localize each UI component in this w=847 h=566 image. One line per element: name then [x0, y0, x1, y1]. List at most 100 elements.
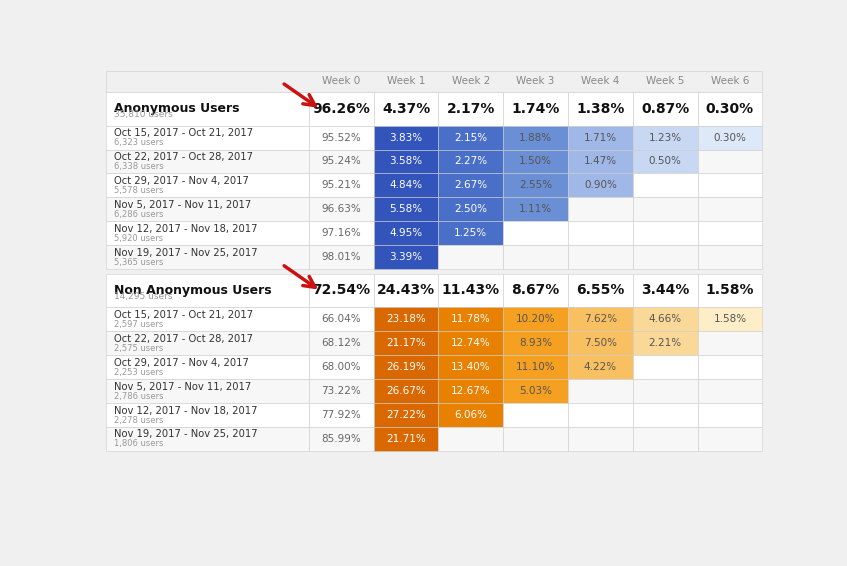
Bar [374, 198, 439, 221]
Text: 2.21%: 2.21% [649, 338, 682, 348]
Bar [439, 198, 503, 221]
Bar [374, 149, 439, 173]
Text: 3.44%: 3.44% [641, 284, 689, 298]
Bar [106, 273, 309, 307]
Bar [309, 126, 374, 149]
Text: 6,286 users: 6,286 users [113, 210, 163, 219]
Text: Oct 22, 2017 - Oct 28, 2017: Oct 22, 2017 - Oct 28, 2017 [113, 334, 252, 344]
Bar [568, 379, 633, 403]
Bar [439, 273, 503, 307]
Text: 8.67%: 8.67% [512, 284, 560, 298]
Text: 1.25%: 1.25% [454, 228, 487, 238]
Bar [106, 331, 309, 355]
Bar [698, 198, 762, 221]
Text: Nov 5, 2017 - Nov 11, 2017: Nov 5, 2017 - Nov 11, 2017 [113, 200, 251, 210]
Bar [698, 379, 762, 403]
Bar [503, 92, 568, 126]
Text: 1.47%: 1.47% [584, 156, 617, 166]
Text: 1.23%: 1.23% [649, 132, 682, 143]
Bar [698, 126, 762, 149]
Text: 4.66%: 4.66% [649, 314, 682, 324]
Bar [374, 173, 439, 198]
Bar [439, 149, 503, 173]
Bar [568, 92, 633, 126]
Bar [374, 331, 439, 355]
Bar [633, 307, 698, 331]
Text: Oct 22, 2017 - Oct 28, 2017: Oct 22, 2017 - Oct 28, 2017 [113, 152, 252, 162]
Bar [503, 331, 568, 355]
Text: 73.22%: 73.22% [321, 386, 361, 396]
Bar [698, 427, 762, 451]
Text: Oct 15, 2017 - Oct 21, 2017: Oct 15, 2017 - Oct 21, 2017 [113, 128, 252, 138]
Bar [106, 173, 309, 198]
Bar [698, 245, 762, 269]
Text: 3.58%: 3.58% [390, 156, 423, 166]
Text: 21.71%: 21.71% [386, 434, 426, 444]
Bar [698, 355, 762, 379]
Text: 12.67%: 12.67% [451, 386, 490, 396]
Bar [374, 307, 439, 331]
Text: Non Anonymous Users: Non Anonymous Users [113, 284, 271, 297]
Bar [568, 173, 633, 198]
Bar [309, 273, 374, 307]
Bar [633, 273, 698, 307]
Bar [503, 198, 568, 221]
Text: Oct 29, 2017 - Nov 4, 2017: Oct 29, 2017 - Nov 4, 2017 [113, 176, 248, 186]
Text: 6.55%: 6.55% [576, 284, 624, 298]
Text: 2,278 users: 2,278 users [113, 415, 163, 424]
Text: 0.90%: 0.90% [584, 181, 617, 190]
Bar [568, 427, 633, 451]
Text: 1.50%: 1.50% [519, 156, 552, 166]
Bar [106, 245, 309, 269]
Text: 0.30%: 0.30% [706, 102, 754, 115]
Text: Week 6: Week 6 [711, 76, 749, 87]
Text: 98.01%: 98.01% [322, 252, 361, 262]
Bar [106, 379, 309, 403]
Bar [633, 403, 698, 427]
Bar [698, 273, 762, 307]
Text: 1.71%: 1.71% [584, 132, 617, 143]
Bar [439, 427, 503, 451]
Text: 1.11%: 1.11% [519, 204, 552, 214]
Bar [309, 92, 374, 126]
Bar [503, 355, 568, 379]
Text: 0.30%: 0.30% [713, 132, 746, 143]
Bar [633, 379, 698, 403]
Bar [633, 198, 698, 221]
Bar [374, 379, 439, 403]
Text: 4.22%: 4.22% [584, 362, 617, 372]
Text: 4.95%: 4.95% [390, 228, 423, 238]
Text: 5.58%: 5.58% [390, 204, 423, 214]
Bar [633, 149, 698, 173]
Bar [374, 427, 439, 451]
Text: 2,253 users: 2,253 users [113, 368, 163, 377]
Text: 2.55%: 2.55% [519, 181, 552, 190]
Text: 7.62%: 7.62% [584, 314, 617, 324]
Bar [503, 273, 568, 307]
Text: 1.74%: 1.74% [512, 102, 560, 115]
Bar [698, 149, 762, 173]
Bar [106, 92, 309, 126]
Bar [309, 427, 374, 451]
Bar [503, 149, 568, 173]
Text: 97.16%: 97.16% [321, 228, 361, 238]
Text: 1,806 users: 1,806 users [113, 439, 163, 448]
Text: 68.12%: 68.12% [321, 338, 361, 348]
Text: 1.58%: 1.58% [713, 314, 746, 324]
Text: Week 0: Week 0 [322, 76, 361, 87]
Text: 6,338 users: 6,338 users [113, 162, 163, 171]
Bar [633, 92, 698, 126]
Text: 2,597 users: 2,597 users [113, 320, 163, 329]
Text: Week 2: Week 2 [451, 76, 490, 87]
Text: 26.67%: 26.67% [386, 386, 426, 396]
Bar [633, 245, 698, 269]
Text: 0.50%: 0.50% [649, 156, 682, 166]
Bar [309, 331, 374, 355]
Bar [503, 173, 568, 198]
Bar [374, 221, 439, 245]
Text: 11.43%: 11.43% [442, 284, 500, 298]
Text: 96.26%: 96.26% [313, 102, 370, 115]
Bar [633, 126, 698, 149]
Text: 11.78%: 11.78% [451, 314, 490, 324]
Text: 26.19%: 26.19% [386, 362, 426, 372]
